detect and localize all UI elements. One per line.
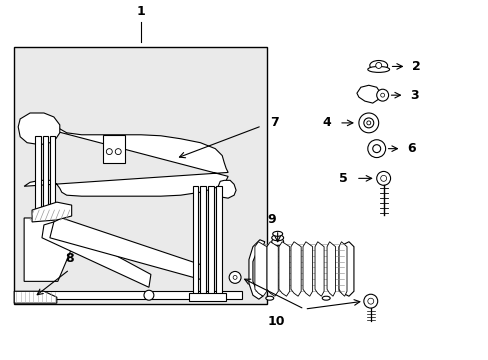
Bar (50, 136, 55, 220)
Text: 7: 7 (269, 116, 278, 129)
Text: 5: 5 (339, 172, 347, 185)
Text: 6: 6 (407, 142, 415, 155)
Polygon shape (24, 117, 228, 196)
Ellipse shape (272, 231, 282, 236)
Circle shape (363, 294, 377, 308)
Polygon shape (338, 242, 353, 296)
Circle shape (143, 290, 154, 300)
Circle shape (106, 149, 112, 154)
Ellipse shape (265, 296, 273, 300)
Circle shape (376, 171, 390, 185)
Polygon shape (248, 240, 264, 299)
Circle shape (366, 121, 370, 125)
Circle shape (229, 271, 241, 283)
Circle shape (376, 89, 388, 101)
Circle shape (372, 145, 380, 153)
Polygon shape (18, 113, 60, 145)
Bar (43, 136, 48, 220)
Text: 1: 1 (136, 5, 145, 18)
Circle shape (233, 275, 237, 279)
Text: 10: 10 (267, 315, 285, 328)
Bar (35, 136, 41, 220)
Bar (188, 293, 226, 301)
Ellipse shape (271, 238, 283, 246)
Polygon shape (338, 242, 346, 296)
Text: 9: 9 (267, 213, 276, 226)
Polygon shape (278, 242, 289, 296)
Ellipse shape (369, 60, 387, 71)
Polygon shape (14, 291, 57, 303)
Polygon shape (50, 218, 200, 279)
Polygon shape (303, 242, 312, 296)
Ellipse shape (322, 296, 329, 300)
Text: 2: 2 (411, 60, 420, 73)
Text: 8: 8 (65, 252, 74, 265)
Bar (200, 186, 206, 295)
Polygon shape (314, 242, 324, 296)
Bar (192, 186, 198, 295)
Polygon shape (32, 202, 72, 222)
Bar (103, 135, 125, 162)
Circle shape (358, 113, 378, 133)
Text: 3: 3 (409, 89, 418, 102)
Bar (16, 291, 242, 299)
Circle shape (380, 93, 384, 97)
Polygon shape (356, 85, 380, 103)
Circle shape (115, 149, 121, 154)
Polygon shape (266, 242, 278, 296)
Polygon shape (326, 242, 335, 296)
Bar (216, 186, 222, 295)
Ellipse shape (271, 235, 283, 241)
Bar (208, 186, 214, 295)
Text: 4: 4 (322, 116, 330, 129)
Polygon shape (24, 218, 74, 282)
Circle shape (380, 175, 386, 181)
Polygon shape (290, 242, 301, 296)
Bar (14, 47, 266, 304)
Circle shape (375, 63, 381, 68)
Polygon shape (218, 180, 236, 198)
Polygon shape (42, 222, 151, 287)
Circle shape (363, 118, 373, 128)
Circle shape (367, 140, 385, 158)
Polygon shape (254, 242, 266, 296)
Ellipse shape (367, 67, 389, 72)
Circle shape (367, 298, 373, 304)
